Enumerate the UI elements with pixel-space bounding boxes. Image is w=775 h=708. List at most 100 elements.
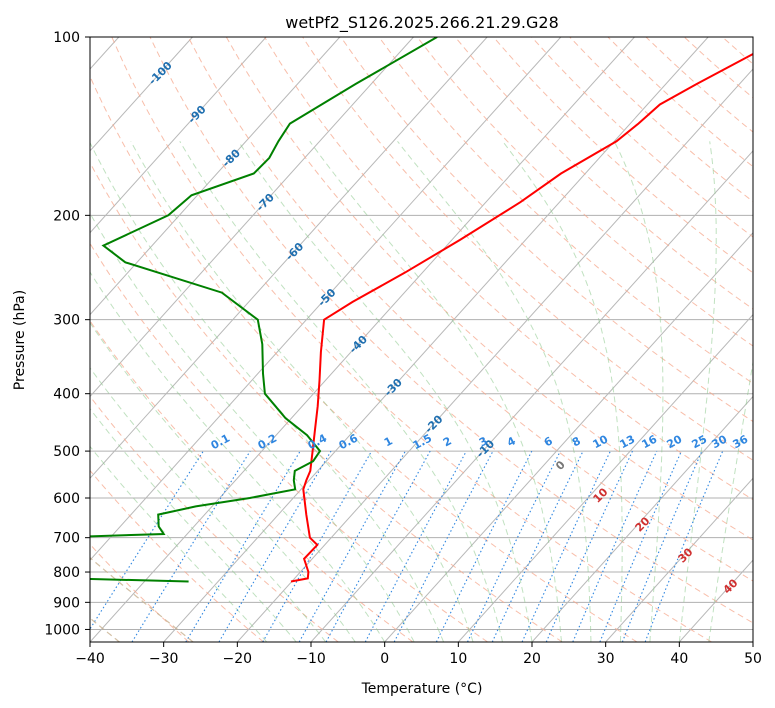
- moist-adiabat-line: [90, 445, 268, 642]
- zero-label: 0: [553, 458, 568, 473]
- mixing-ratio-line: [298, 450, 406, 642]
- isotherm-line: [310, 150, 753, 642]
- y-tick-label: 1000: [44, 622, 80, 638]
- dry-adiabat-line: [90, 395, 339, 642]
- moist-adiabat-line: [309, 141, 562, 642]
- isotherm-line: [384, 231, 753, 642]
- isotherm-line: [163, 37, 709, 642]
- dry-adiabat-line: [149, 37, 753, 624]
- dry-adiabat-line: [378, 37, 753, 385]
- dry-adiabat-line: [454, 37, 753, 310]
- dry-adiabat-label: 30: [676, 545, 696, 565]
- isotherm-label: -100: [146, 59, 175, 88]
- moist-adiabat-line: [130, 141, 474, 642]
- mixing-ratio-line: [185, 450, 301, 642]
- dry-adiabat-line: [90, 320, 414, 642]
- mixing-ratio-label: 1: [382, 434, 395, 449]
- dry-adiabat-line: [683, 37, 753, 99]
- mixing-ratio-label: 0.6: [337, 431, 361, 452]
- plot-frame: [89, 36, 754, 643]
- moist-adiabat-line: [237, 141, 533, 642]
- mixing-ratio-label: 0.4: [306, 431, 330, 452]
- x-tick-label: −40: [75, 651, 105, 667]
- mixing-ratio-line: [491, 450, 584, 642]
- x-tick-label: 30: [597, 651, 615, 667]
- isotherm-line: [531, 395, 753, 642]
- dry-adiabat-line: [111, 37, 712, 642]
- isotherm-line: [457, 313, 753, 642]
- isotherm-line: [678, 559, 753, 642]
- y-axis-label: Pressure (hPa): [12, 290, 28, 390]
- moist-adiabat-line: [90, 141, 445, 642]
- isotherm-line: [236, 68, 753, 642]
- x-tick-label: 0: [380, 651, 389, 667]
- mixing-ratio-line: [325, 450, 431, 642]
- dry-adiabat-label: 10: [591, 485, 611, 505]
- dry-adiabat-line: [90, 543, 190, 642]
- isotherm-line: [90, 37, 562, 561]
- isotherm-line: [605, 477, 753, 642]
- y-tick-label: 400: [53, 387, 80, 403]
- x-tick-label: −10: [296, 651, 326, 667]
- moist-adiabat-line: [90, 271, 386, 642]
- mixing-ratio-label: 30: [710, 432, 730, 451]
- dry-adiabat-line: [90, 469, 264, 642]
- isotherm-line: [752, 641, 753, 642]
- dry-adiabat-line: [264, 37, 753, 501]
- mixing-ratio-line: [467, 450, 561, 642]
- moist-adiabat-line: [502, 140, 623, 642]
- dry-adiabat-line: [645, 37, 753, 133]
- mixing-ratio-label: 4: [505, 434, 518, 449]
- isotherm-line: [90, 37, 414, 398]
- dry-adiabat-line: [761, 37, 775, 642]
- mixing-ratio-line: [599, 450, 682, 642]
- y-tick-label: 900: [53, 595, 80, 611]
- mixing-ratio-label: 16: [640, 432, 660, 451]
- profile-lines: [90, 37, 753, 583]
- x-axis-label: Temperature (°C): [361, 681, 483, 697]
- y-tick-label: 600: [53, 491, 80, 507]
- x-tick-label: −20: [223, 651, 253, 667]
- mixing-ratio-line: [90, 450, 204, 630]
- dry-adiabat-line: [416, 37, 753, 347]
- isotherm-line: [90, 37, 193, 152]
- y-tick-label: 200: [53, 208, 80, 224]
- moist-adiabat-line: [90, 367, 327, 642]
- mixing-ratio-label: 36: [731, 432, 751, 451]
- mixing-ratio-label: 2: [441, 434, 454, 449]
- moist-adiabat-line: [708, 359, 753, 642]
- dry-adiabat-label: 20: [633, 514, 653, 534]
- x-tick-label: 40: [670, 651, 688, 667]
- mixing-ratio-line: [644, 450, 724, 642]
- x-tick-label: 20: [523, 651, 541, 667]
- background-lines: [90, 37, 775, 642]
- dry-adiabat-line: [225, 37, 753, 541]
- moist-adiabat-line: [613, 141, 664, 642]
- y-axis-ticks: 100 200 300 400 500 600 700 800 900 1000: [44, 30, 90, 638]
- y-tick-label: 800: [53, 565, 80, 581]
- moist-adiabat-line: [90, 212, 415, 642]
- dewpoint-profile-line: [90, 37, 438, 583]
- mixing-ratio-label: 10: [591, 432, 611, 451]
- x-tick-label: −30: [149, 651, 179, 667]
- mixing-ratio-label: 13: [618, 433, 638, 452]
- dry-adiabat-line: [90, 161, 563, 642]
- mixing-ratio-line: [262, 450, 373, 642]
- mixing-ratio-line: [545, 450, 633, 642]
- mixing-ratio-line: [435, 450, 533, 642]
- isotherm-line: [90, 37, 341, 316]
- temperature-profile-line: [290, 52, 753, 583]
- moist-adiabat-line: [397, 140, 592, 642]
- mixing-ratio-line: [572, 450, 658, 642]
- isotherm-line: [90, 37, 635, 642]
- mixing-ratio-label: 25: [690, 433, 710, 452]
- chart-title: wetPf2_S126.2025.266.21.29.G28: [285, 13, 559, 33]
- x-tick-label: 50: [744, 651, 762, 667]
- mixing-ratio-label: 0.1: [209, 432, 232, 453]
- mixing-ratio-line: [364, 450, 467, 642]
- mixing-ratio-label: 0.2: [256, 432, 279, 453]
- mixing-ratio-label: 8: [570, 434, 583, 449]
- isotherm-line: [90, 37, 488, 480]
- moist-adiabat-line: [179, 141, 503, 642]
